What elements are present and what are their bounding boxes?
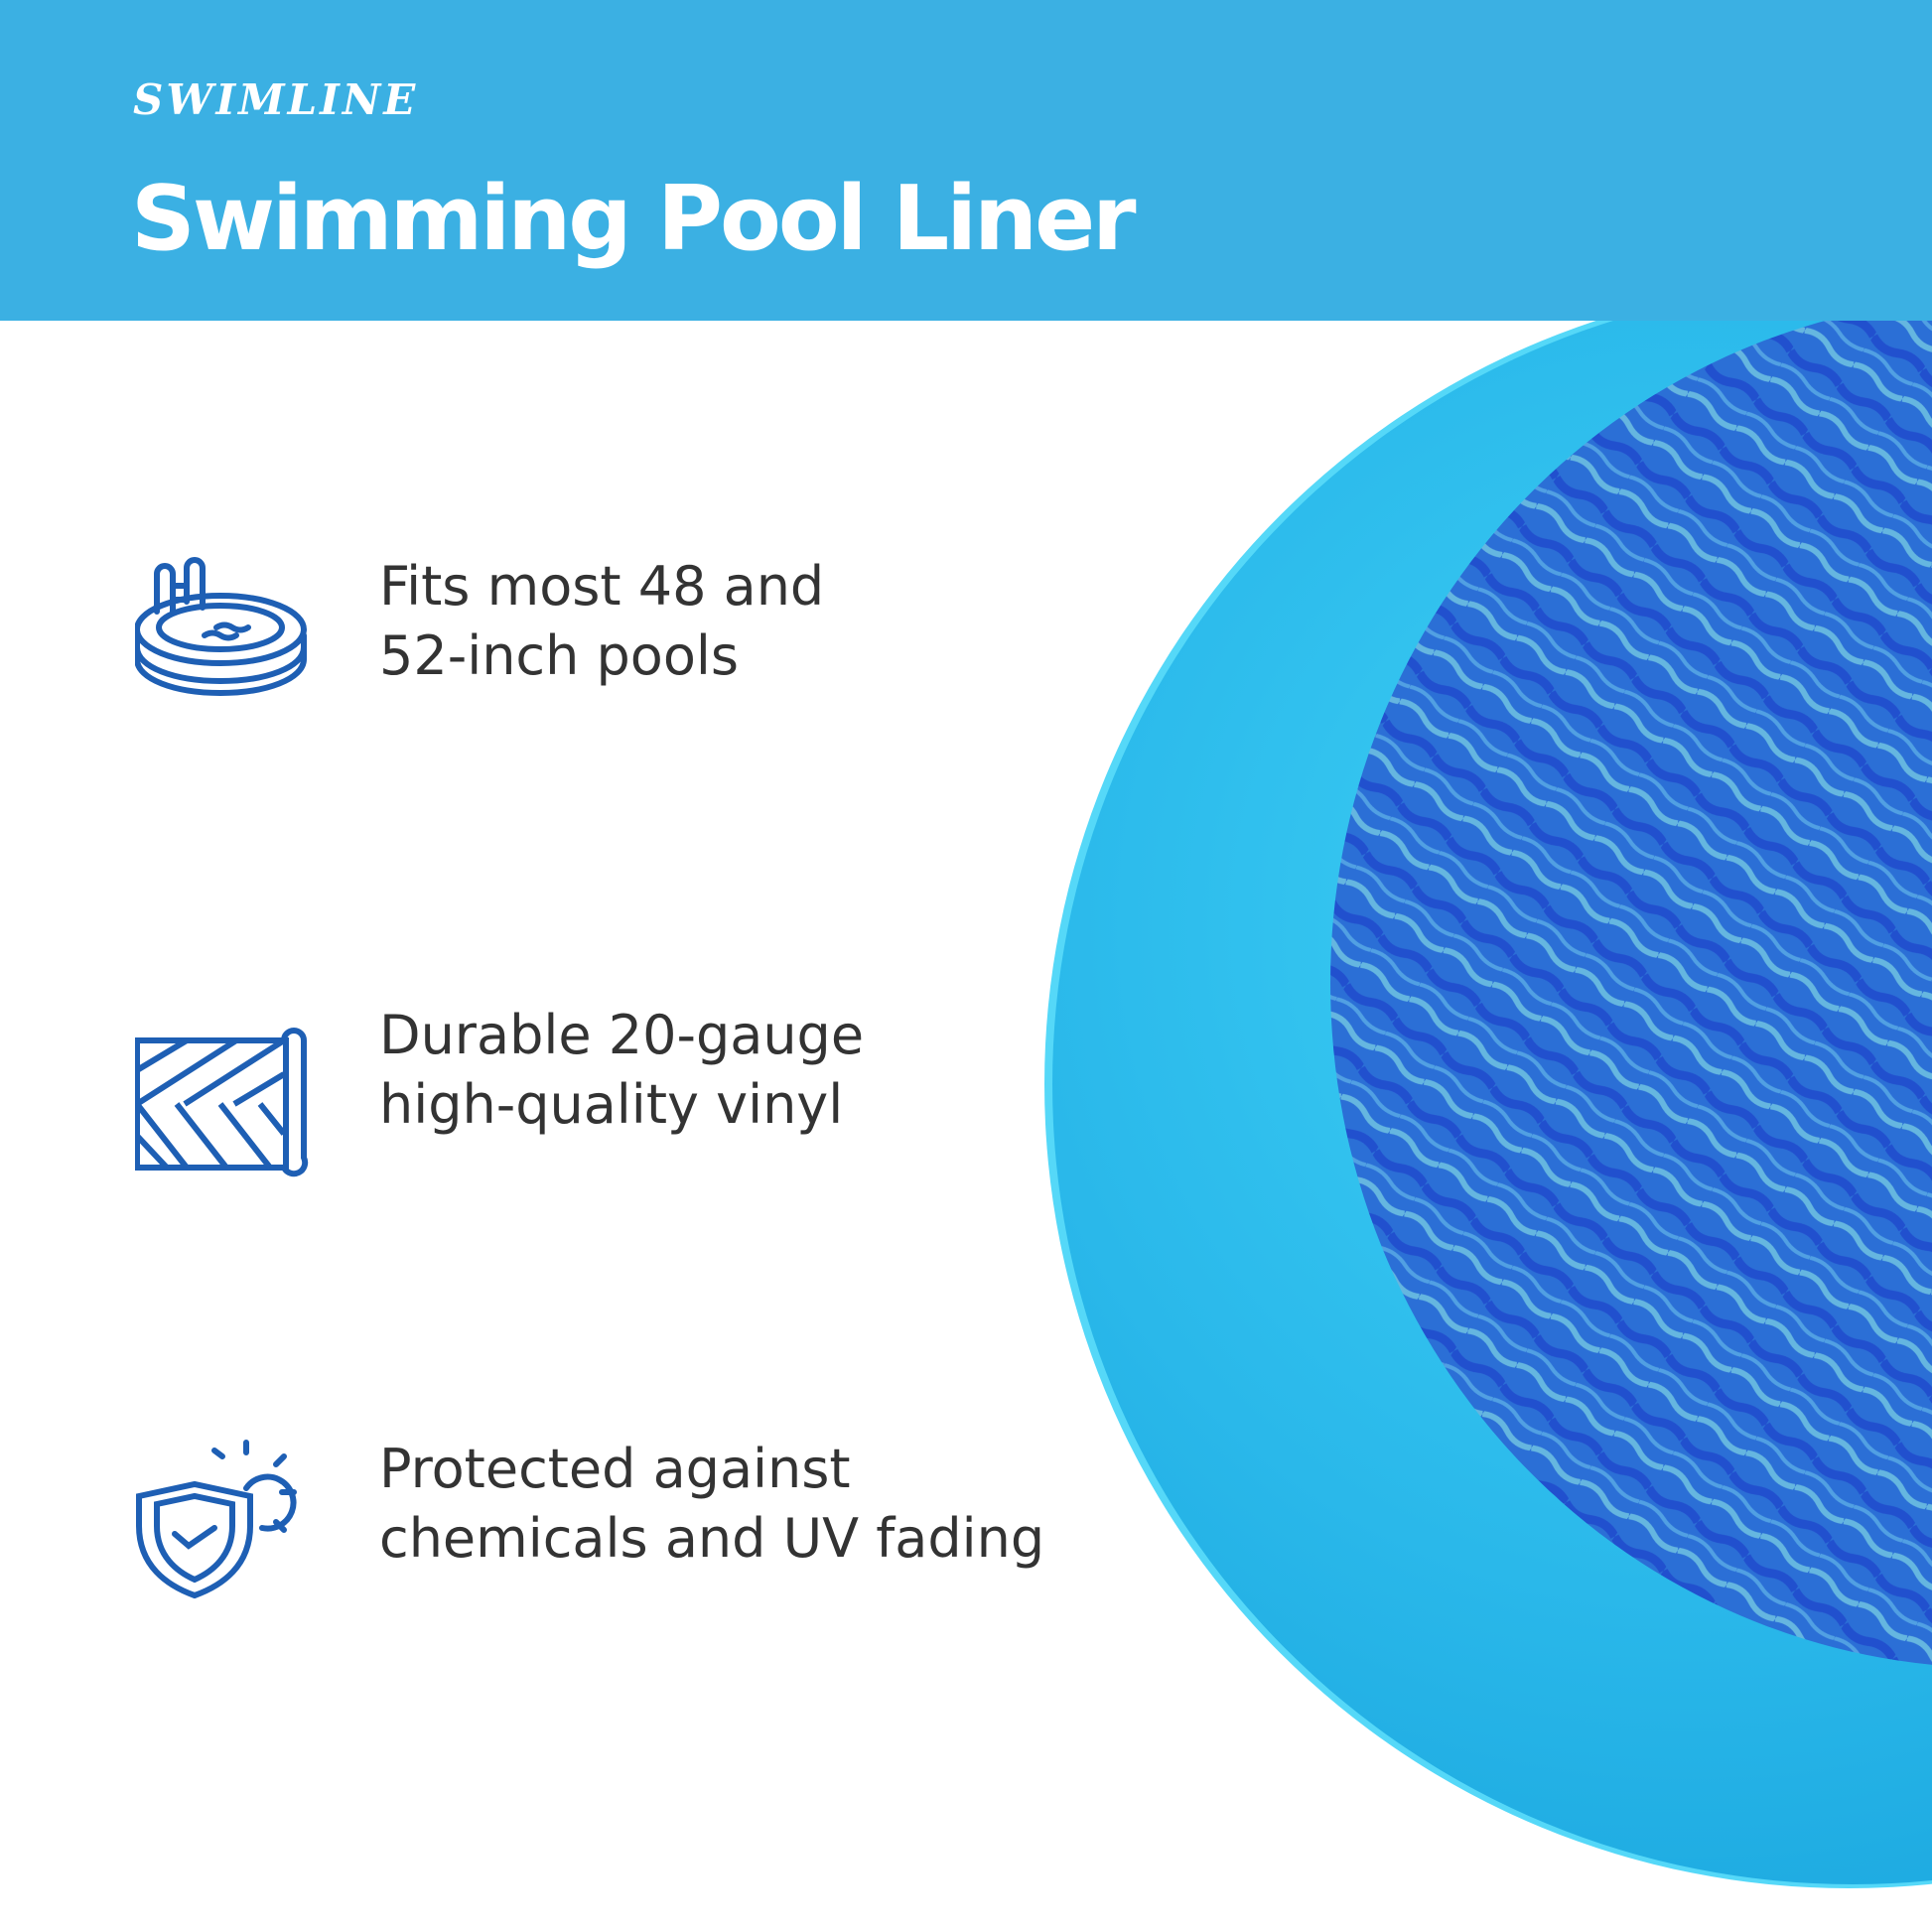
feature-line: high-quality vinyl [379,1073,844,1136]
feature-line: Fits most 48 and [379,555,825,618]
feature-line: 52-inch pools [379,624,739,687]
feature-line: chemicals and UV fading [379,1507,1045,1570]
header-banner: SWIMLINE Swimming Pool Liner [0,0,1932,321]
feature-line: Protected against [379,1438,851,1500]
page-title: Swimming Pool Liner [131,167,1137,271]
brand-logo: SWIMLINE [133,75,419,124]
feature-item: Fits most 48 and 52-inch pools [135,552,1029,711]
vinyl-roll-icon [135,1028,309,1177]
liner-pattern-image [1330,301,1932,1665]
above-ground-pool-icon [135,557,307,697]
feature-item: Durable 20-gauge high-quality vinyl [135,1001,1029,1177]
uv-shield-icon [136,1440,297,1599]
feature-item: Protected against chemicals and UV fading [135,1435,1044,1599]
feature-line: Durable 20-gauge [379,1004,865,1066]
